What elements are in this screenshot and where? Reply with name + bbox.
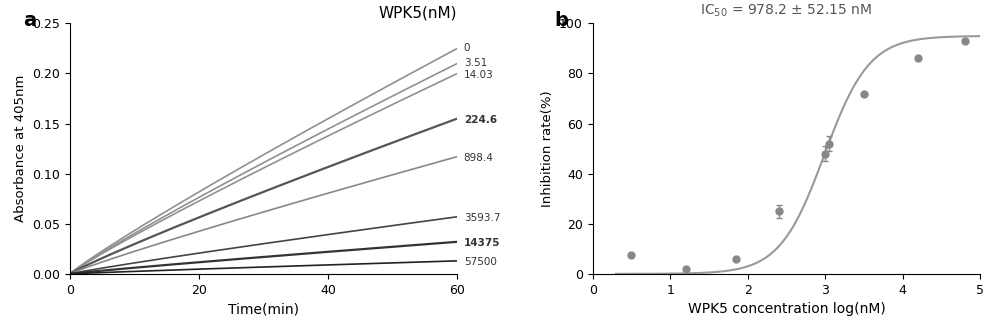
Text: b: b	[554, 11, 568, 30]
Text: 0: 0	[464, 43, 470, 53]
Y-axis label: Absorbance at 405nm: Absorbance at 405nm	[14, 75, 27, 222]
Text: 224.6: 224.6	[464, 115, 497, 125]
Title: IC$_{50}$ = 978.2 ± 52.15 nM: IC$_{50}$ = 978.2 ± 52.15 nM	[700, 3, 872, 19]
Text: a: a	[24, 11, 37, 30]
Text: 14.03: 14.03	[464, 70, 493, 80]
Y-axis label: Inhibition rate(%): Inhibition rate(%)	[541, 90, 554, 207]
X-axis label: WPK5 concentration log(nM): WPK5 concentration log(nM)	[688, 302, 885, 316]
Text: 3593.7: 3593.7	[464, 213, 500, 223]
X-axis label: Time(min): Time(min)	[228, 302, 299, 316]
Text: 3.51: 3.51	[464, 58, 487, 68]
Text: 14375: 14375	[464, 238, 500, 248]
Text: 898.4: 898.4	[464, 153, 494, 163]
Text: WPK5(nM): WPK5(nM)	[379, 6, 457, 21]
Text: 57500: 57500	[464, 257, 497, 267]
